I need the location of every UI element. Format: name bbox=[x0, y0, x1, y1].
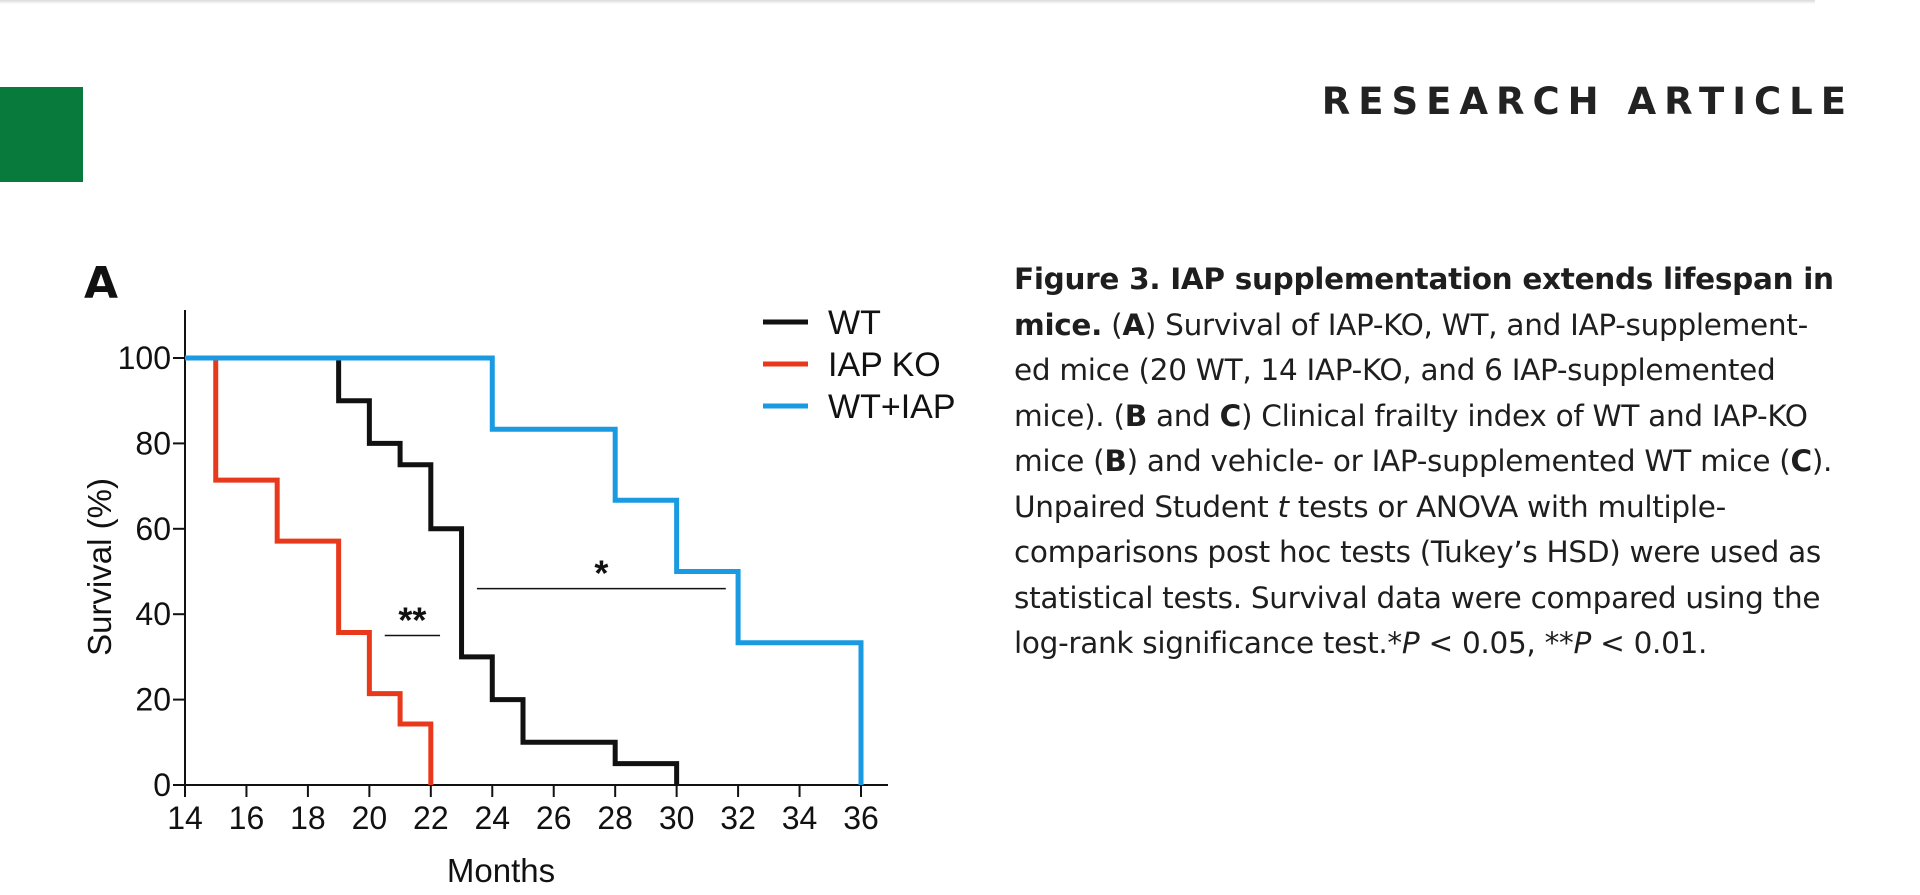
caption-line: mice). (B and C) Clinical frailty index … bbox=[1014, 394, 1894, 440]
series-line-iap-ko bbox=[185, 355, 434, 785]
x-tick-label: 30 bbox=[659, 800, 695, 836]
caption-line: Figure 3. IAP supplementation extends li… bbox=[1014, 257, 1894, 303]
y-tick-label: 40 bbox=[135, 596, 171, 632]
caption-text: ). bbox=[1811, 444, 1833, 478]
y-tick-label: 100 bbox=[118, 340, 171, 376]
y-tick-label: 20 bbox=[135, 682, 171, 718]
caption-text: and bbox=[1146, 398, 1220, 433]
legend-label: WT+IAP bbox=[828, 388, 956, 426]
caption-text: comparisons post hoc tests (Tukey’s HSD)… bbox=[1014, 535, 1821, 569]
section-color-tab bbox=[0, 87, 83, 182]
caption-text: mice. bbox=[1014, 307, 1103, 342]
x-axis-label: Months bbox=[447, 852, 555, 889]
caption-text: A bbox=[1122, 307, 1145, 342]
article-type-label: RESEARCH ARTICLE bbox=[1321, 80, 1854, 123]
page-top-edge bbox=[0, 0, 1815, 4]
caption-text: statistical tests. Survival data were co… bbox=[1014, 580, 1821, 615]
caption-text: tests or ANOVA with multiple- bbox=[1288, 489, 1726, 524]
x-tick-label: 26 bbox=[536, 800, 572, 836]
caption-text: P bbox=[1401, 626, 1420, 660]
caption-text: Figure 3. IAP supplementation extends li… bbox=[1014, 262, 1834, 296]
caption-text: ) and vehicle- or IAP-supplemented WT mi… bbox=[1126, 444, 1791, 478]
series-line-wt bbox=[185, 355, 680, 785]
x-tick-label: 28 bbox=[597, 800, 633, 836]
caption-text: mice). ( bbox=[1014, 398, 1125, 433]
caption-text: B bbox=[1124, 398, 1147, 433]
x-tick-label: 34 bbox=[782, 800, 818, 836]
x-tick-label: 22 bbox=[413, 800, 449, 836]
caption-text: B bbox=[1104, 444, 1127, 478]
caption-text: C bbox=[1790, 444, 1812, 478]
caption-line: log-rank significance test.*P < 0.05, **… bbox=[1014, 621, 1894, 667]
caption-text: Unpaired Student bbox=[1014, 489, 1278, 524]
caption-text: mice ( bbox=[1014, 444, 1105, 478]
y-axis-label: Survival (%) bbox=[81, 478, 118, 656]
significance-marker: ** bbox=[398, 600, 426, 641]
x-tick-label: 32 bbox=[720, 800, 756, 836]
caption-text: P bbox=[1573, 626, 1592, 660]
x-tick-label: 14 bbox=[167, 800, 203, 836]
y-tick-label: 60 bbox=[135, 511, 171, 547]
caption-line: mice. (A) Survival of IAP-KO, WT, and IA… bbox=[1014, 303, 1894, 349]
caption-text: C bbox=[1219, 398, 1242, 433]
caption-text: < 0.01. bbox=[1591, 626, 1708, 660]
x-tick-label: 24 bbox=[474, 800, 510, 836]
significance-marker: * bbox=[594, 553, 608, 594]
y-tick-label: 80 bbox=[135, 425, 171, 461]
y-tick-label: 0 bbox=[153, 767, 171, 803]
x-tick-label: 20 bbox=[352, 800, 388, 836]
caption-line: mice (B) and vehicle- or IAP-supplemente… bbox=[1014, 439, 1894, 485]
caption-text: ed mice (20 WT, 14 IAP-KO, and 6 IAP-sup… bbox=[1014, 353, 1776, 387]
caption-text: ) Survival of IAP-KO, WT, and IAP-supple… bbox=[1144, 307, 1808, 342]
caption-line: ed mice (20 WT, 14 IAP-KO, and 6 IAP-sup… bbox=[1014, 348, 1894, 394]
caption-text: log-rank significance test.* bbox=[1014, 626, 1402, 660]
x-tick-label: 36 bbox=[843, 800, 879, 836]
x-tick-label: 16 bbox=[229, 800, 265, 836]
figure-caption: Figure 3. IAP supplementation extends li… bbox=[1014, 257, 1894, 667]
caption-line: statistical tests. Survival data were co… bbox=[1014, 576, 1894, 622]
caption-text: ) Clinical frailty index of WT and IAP-K… bbox=[1241, 398, 1808, 433]
series-line-wt-iap bbox=[185, 355, 864, 785]
caption-text: < 0.05, ** bbox=[1419, 626, 1574, 660]
legend-label: WT bbox=[828, 304, 881, 342]
panel-letter: A bbox=[84, 258, 119, 309]
caption-line: comparisons post hoc tests (Tukey’s HSD)… bbox=[1014, 530, 1894, 576]
legend-label: IAP KO bbox=[828, 346, 941, 384]
caption-line: Unpaired Student t tests or ANOVA with m… bbox=[1014, 485, 1894, 531]
caption-text: t bbox=[1277, 489, 1289, 524]
caption-text: ( bbox=[1102, 307, 1123, 342]
x-tick-label: 18 bbox=[290, 800, 326, 836]
